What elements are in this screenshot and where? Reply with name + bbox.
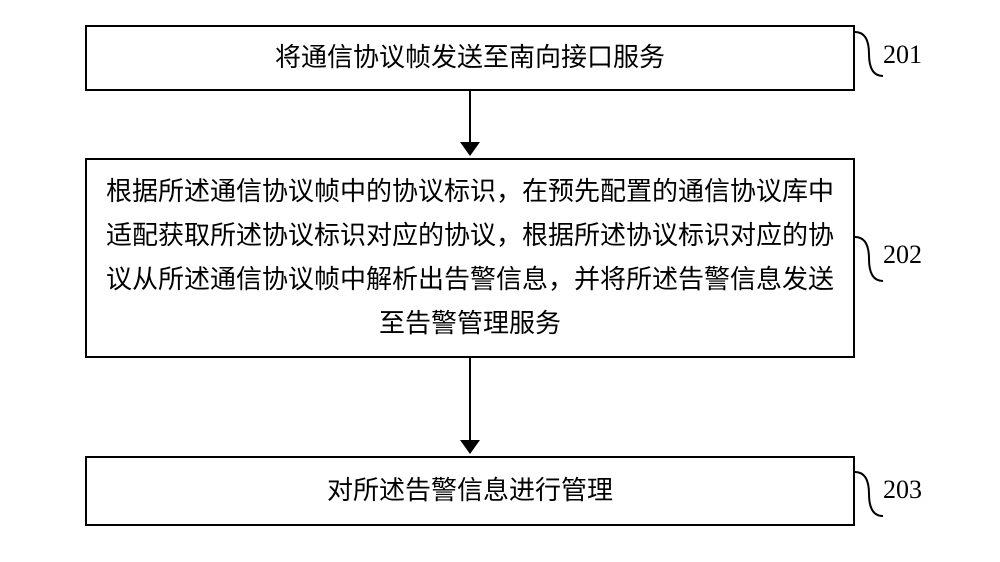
step-label-2: 202: [883, 240, 922, 270]
step-label-1: 201: [883, 40, 922, 70]
label-bracket-3: [855, 470, 885, 520]
step-label-3: 203: [883, 475, 922, 505]
label-bracket-2: [855, 235, 885, 285]
flowchart-node-3-text: 对所述告警信息进行管理: [327, 469, 613, 513]
arrow-2: [468, 358, 488, 456]
arrow-1: [468, 91, 488, 158]
flowchart-node-1-text: 将通信协议帧发送至南向接口服务: [275, 36, 665, 80]
label-bracket-1: [855, 30, 885, 80]
flowchart-node-2: 根据所述通信协议帧中的协议标识，在预先配置的通信协议库中适配获取所述协议标识对应…: [85, 158, 855, 358]
flowchart-node-1: 将通信协议帧发送至南向接口服务: [85, 25, 855, 91]
flowchart-node-2-text: 根据所述通信协议帧中的协议标识，在预先配置的通信协议库中适配获取所述协议标识对应…: [103, 170, 837, 347]
flowchart-node-3: 对所述告警信息进行管理: [85, 456, 855, 526]
